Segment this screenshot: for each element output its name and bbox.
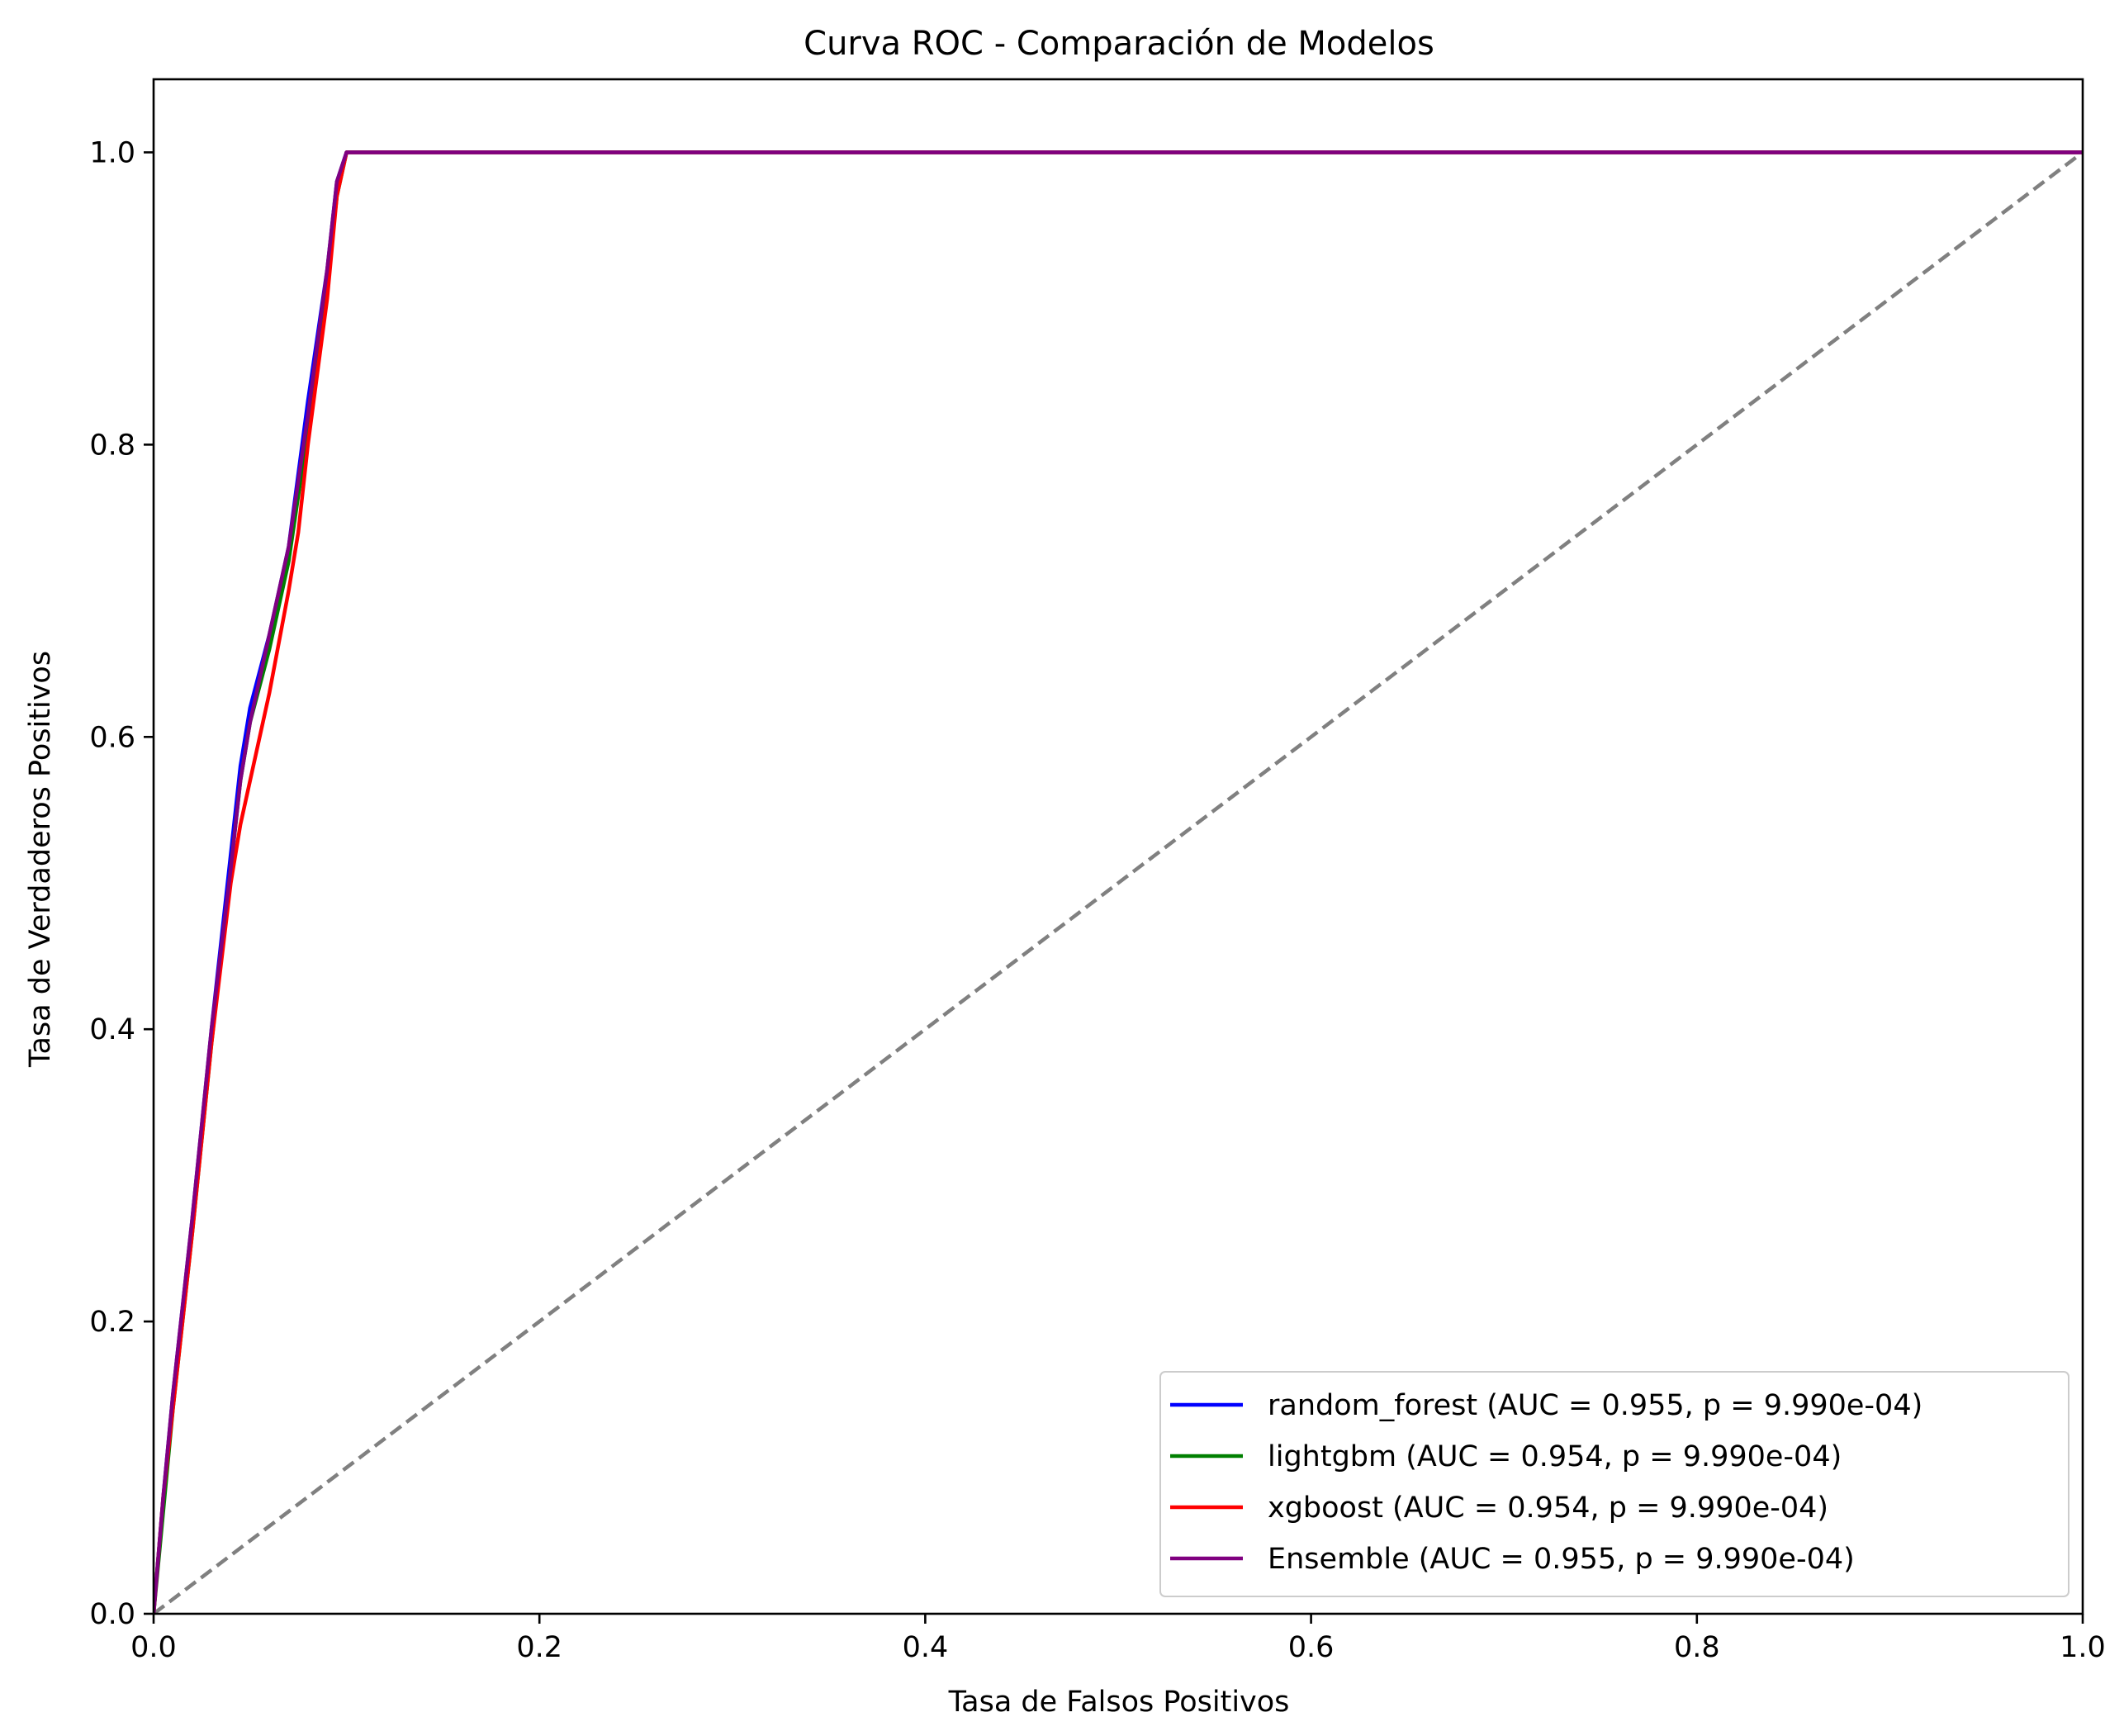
legend-label-3: Ensemble (AUC = 0.955, p = 9.990e-04) <box>1268 1543 1855 1576</box>
x-tick-label: 0.4 <box>903 1631 949 1664</box>
legend-label-1: lightgbm (AUC = 0.954, p = 9.990e-04) <box>1268 1440 1842 1473</box>
plot-area <box>154 150 2083 1614</box>
y-axis-label: Tasa de Verdaderos Positivos <box>24 651 57 1068</box>
chart-title: Curva ROC - Comparación de Modelos <box>804 25 1434 63</box>
y-tick-label: 0.0 <box>89 1598 135 1631</box>
y-tick-label: 0.4 <box>89 1013 135 1046</box>
reference-diagonal-line <box>154 150 2083 1614</box>
legend-label-2: xgboost (AUC = 0.954, p = 9.990e-04) <box>1268 1492 1828 1525</box>
legend-box <box>1159 1371 2069 1597</box>
x-tick-label: 0.0 <box>130 1631 177 1664</box>
y-tick-label: 1.0 <box>89 136 135 169</box>
x-axis: 0.0 0.2 0.4 0.6 0.8 1.0 <box>130 1614 2106 1664</box>
x-tick-label: 0.8 <box>1674 1631 1720 1664</box>
y-tick-label: 0.8 <box>89 429 135 462</box>
y-tick-label: 0.6 <box>89 721 135 754</box>
x-tick-label: 0.6 <box>1288 1631 1335 1664</box>
y-axis: 0.0 0.2 0.4 0.6 0.8 1.0 <box>89 136 154 1631</box>
legend: random_forest (AUC = 0.955, p = 9.990e-0… <box>1159 1371 2069 1597</box>
legend-label-0: random_forest (AUC = 0.955, p = 9.990e-0… <box>1268 1389 1923 1422</box>
x-axis-label: Tasa de Falsos Positivos <box>948 1686 1290 1719</box>
axes-frame <box>152 78 2084 1615</box>
series-line-3 <box>154 150 2083 1614</box>
x-tick-label: 1.0 <box>2060 1631 2106 1664</box>
x-tick-label: 0.2 <box>516 1631 562 1664</box>
y-tick-label: 0.2 <box>89 1306 135 1339</box>
